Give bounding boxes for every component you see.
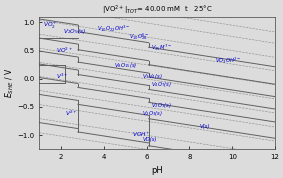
Text: V$_{35}$M$^{7-}$: V$_{35}$M$^{7-}$ <box>151 43 172 53</box>
Text: V$_2$O$_5$(s): V$_2$O$_5$(s) <box>63 27 86 36</box>
Text: V$_2$O$_3$(s): V$_2$O$_3$(s) <box>142 109 163 118</box>
X-axis label: pH: pH <box>151 166 163 174</box>
Title: |VO$^{2+}$|$_{TOT}$= 40.00 mM  t   25°C: |VO$^{2+}$|$_{TOT}$= 40.00 mM t 25°C <box>102 4 213 17</box>
Text: VO$^{2+}$: VO$^{2+}$ <box>57 46 74 55</box>
Text: VOH$^+$: VOH$^+$ <box>132 131 151 140</box>
Text: VO$_3$OH$^{2-}$: VO$_3$OH$^{2-}$ <box>215 56 241 66</box>
Text: V(s): V(s) <box>200 124 211 129</box>
Text: V$_{10}$O$_{28}^{6-}$: V$_{10}$O$_{28}^{6-}$ <box>129 32 150 42</box>
Text: V$^{3+}$: V$^{3+}$ <box>57 71 69 81</box>
Text: V$_2$O$_3$(s): V$_2$O$_3$(s) <box>151 101 172 110</box>
Text: VO$_2^+$: VO$_2^+$ <box>42 21 57 31</box>
Text: VO(s): VO(s) <box>142 137 157 142</box>
Text: V$_3$V$_4$(s): V$_3$V$_4$(s) <box>142 72 163 81</box>
Text: V$_8$O$_{15}$(s): V$_8$O$_{15}$(s) <box>114 61 138 70</box>
Text: V$_4$O$_7$(s): V$_4$O$_7$(s) <box>151 80 172 89</box>
Text: V$_{10}$O$_{22}$OH$^{3-}$: V$_{10}$O$_{22}$OH$^{3-}$ <box>97 24 131 34</box>
Y-axis label: $E_{SHE}$ / V: $E_{SHE}$ / V <box>3 68 16 98</box>
Text: V$^{2+}$: V$^{2+}$ <box>65 109 78 118</box>
